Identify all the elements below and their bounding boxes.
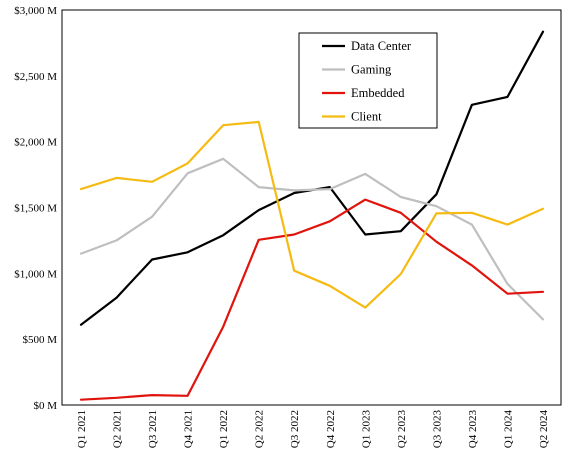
y-tick-label: $1,500 M: [14, 203, 57, 215]
x-tick-label: Q2 2024: [538, 410, 550, 449]
y-tick-label: $1,000 M: [14, 268, 57, 280]
y-tick-label: $0 M: [33, 400, 57, 412]
x-tick-label: Q4 2022: [325, 410, 337, 448]
y-tick-label: $3,000 M: [14, 5, 57, 17]
x-tick-label: Q3 2022: [289, 410, 301, 448]
legend: Data Center Gaming Embedded Client: [298, 32, 438, 129]
y-tick-label: $2,000 M: [14, 137, 57, 149]
series-line-client: [79, 120, 545, 309]
x-tick-label: Q1 2022: [218, 410, 230, 448]
x-tick-label: Q4 2023: [467, 410, 479, 449]
legend-label: Gaming: [351, 63, 392, 77]
y-axis: $0 M $500 M $1,000 M $1,500 M $2,000 M $2,500…: [14, 5, 57, 412]
x-tick-label: Q2 2022: [254, 410, 266, 448]
legend-box: [298, 32, 438, 129]
y-tick-label: $2,500 M: [14, 71, 57, 83]
x-tick-label: Q2 2021: [112, 410, 124, 448]
legend-label: Client: [351, 110, 382, 124]
x-tick-label: Q4 2021: [183, 410, 195, 448]
legend-label: Embedded: [351, 86, 405, 100]
x-tick-label: Q1 2023: [360, 410, 372, 449]
x-axis: Q1 2021 Q2 2021 Q3 2021 Q4 2021 Q1 2022 Q2 20…: [76, 410, 550, 449]
series-lines: [79, 30, 545, 401]
x-tick-label: Q1 2021: [76, 410, 88, 448]
x-tick-label: Q1 2024: [502, 410, 514, 449]
y-tick-label: $500 M: [22, 334, 57, 346]
series-line-embedded: [79, 198, 545, 401]
legend-label: Data Center: [351, 39, 412, 53]
x-tick-label: Q3 2021: [147, 410, 159, 448]
x-tick-label: Q3 2023: [431, 410, 443, 449]
series-line-gaming: [79, 157, 545, 321]
x-tick-label: Q2 2023: [396, 410, 408, 449]
